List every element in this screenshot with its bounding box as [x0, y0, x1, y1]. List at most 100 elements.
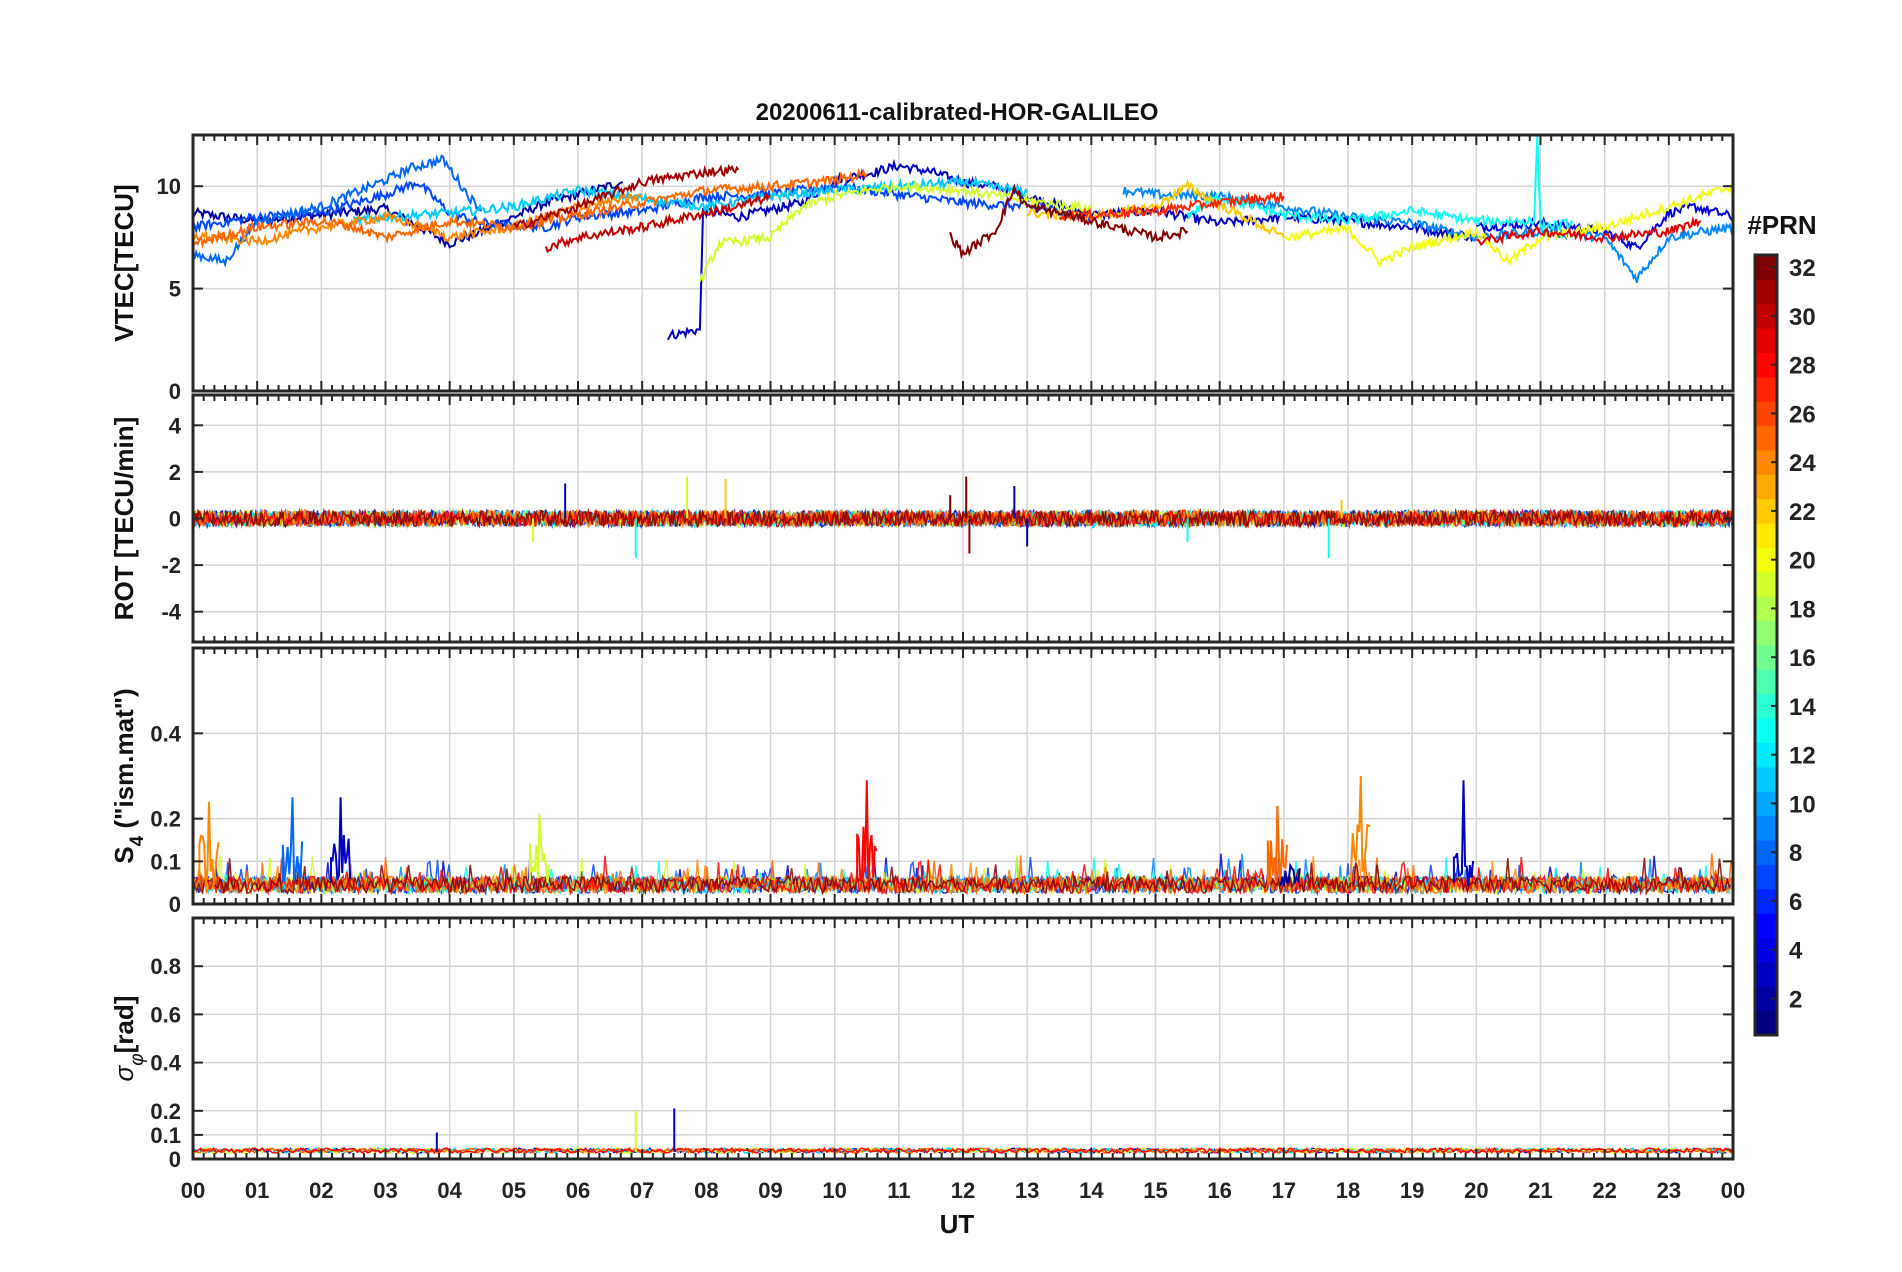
vtec-series-prn-27 — [1058, 191, 1285, 223]
ylabel-main: σ — [109, 1064, 139, 1081]
colorbar-segment — [1755, 303, 1777, 329]
x-tick-label: 15 — [1143, 1178, 1167, 1203]
y-tick-label: 5 — [169, 277, 181, 302]
colorbar-segment — [1755, 450, 1777, 475]
s4-peak — [1350, 775, 1371, 883]
colorbar-tick-label: 24 — [1789, 450, 1816, 477]
x-tick-label: 17 — [1272, 1178, 1296, 1203]
s4-baseline-prn-24 — [193, 853, 1732, 897]
ylabel-rest: ("ism.mat") — [109, 688, 139, 835]
x-tick-label: 12 — [951, 1178, 975, 1203]
x-tick-label: 03 — [373, 1178, 397, 1203]
x-tick-label: 10 — [822, 1178, 846, 1203]
colorbar-segment — [1755, 937, 1777, 963]
vtec-series-prn-9 — [1122, 186, 1733, 284]
rot-noise-prn-25 — [193, 507, 1733, 530]
y-tick-label: -2 — [161, 553, 181, 578]
x-tick-label: 00 — [1721, 1178, 1745, 1203]
colorbar-segment — [1755, 523, 1777, 548]
colorbar-tick-label: 32 — [1789, 255, 1816, 282]
y-tick-label: 0 — [169, 379, 181, 404]
colorbar-segment — [1755, 693, 1777, 719]
y-tick-label: 0 — [169, 1147, 181, 1172]
colorbar-segment — [1755, 498, 1777, 524]
x-tick-label: 08 — [694, 1178, 718, 1203]
vtec-series-prn-8 — [193, 154, 483, 269]
x-tick-label: 22 — [1592, 1178, 1616, 1203]
colorbar-tick-label: 22 — [1789, 499, 1816, 526]
s4-peak — [281, 797, 304, 883]
s4-peak — [1279, 862, 1301, 887]
vtec-series-prn-19 — [698, 179, 1093, 285]
ylabel-main: S — [109, 846, 139, 863]
y-tick-label: 0.2 — [150, 1099, 181, 1124]
colorbar-segment — [1755, 571, 1777, 597]
colorbar-segment — [1755, 669, 1777, 695]
x-tick-label: 00 — [181, 1178, 205, 1203]
x-tick-label: 20 — [1464, 1178, 1488, 1203]
y-tick-label: 0.2 — [150, 807, 181, 832]
s4-peak — [198, 801, 220, 888]
s4-peak — [856, 780, 878, 887]
colorbar-segment — [1755, 620, 1777, 646]
s4-peak — [1266, 805, 1288, 885]
x-tick-label: 06 — [566, 1178, 590, 1203]
vtec-series-prn-29 — [1476, 216, 1702, 247]
vtec-series-prn-13 — [1186, 135, 1574, 234]
colorbar-segment — [1755, 547, 1777, 573]
x-tick-label: 18 — [1336, 1178, 1360, 1203]
y-axis-label: σφ[rad] — [109, 996, 148, 1082]
y-tick-label: 4 — [169, 413, 182, 438]
y-tick-label: 0.4 — [150, 721, 181, 746]
y-tick-label: 0.1 — [150, 849, 181, 874]
s4-baseline-prn-32 — [193, 857, 1732, 897]
x-tick-label: 23 — [1657, 1178, 1681, 1203]
colorbar-tick-label: 10 — [1789, 791, 1816, 818]
chart-title: 20200611-calibrated-HOR-GALILEO — [756, 99, 1159, 126]
s4-peak — [329, 797, 352, 883]
colorbar-tick-label: 28 — [1789, 353, 1816, 380]
y-tick-label: -4 — [161, 600, 181, 625]
colorbar-segment — [1755, 352, 1777, 378]
s4-peak — [1452, 780, 1475, 887]
colorbar-tick-label: 16 — [1789, 645, 1816, 672]
colorbar-tick-label: 4 — [1789, 938, 1803, 965]
vtec-series-prn-32 — [949, 183, 1189, 260]
x-tick-label: 21 — [1528, 1178, 1552, 1203]
y-tick-label: 2 — [169, 460, 181, 485]
colorbar-segment — [1755, 766, 1777, 792]
colorbar-tick-label: 30 — [1789, 304, 1816, 331]
panel-3: 0 0.1 0.2 0.4S4 ("ism.mat") — [109, 646, 1735, 917]
panel-2: -4 -2 0 2 4 ROT [TECU/min] — [109, 393, 1735, 644]
colorbar-segment — [1755, 1010, 1777, 1036]
panel-data — [193, 775, 1732, 897]
s4-baseline-prn-28 — [193, 855, 1732, 896]
colorbar-title: #PRN — [1747, 210, 1816, 240]
y-tick-label: 0.8 — [150, 954, 181, 979]
y-axis-label: ROT [TECU/min] — [109, 417, 139, 621]
colorbar-segment — [1755, 986, 1777, 1012]
colorbar-segment — [1755, 718, 1777, 743]
y-tick-label: 0 — [169, 507, 181, 532]
colorbar-tick-label: 20 — [1789, 548, 1816, 575]
colorbar-segment — [1755, 596, 1777, 622]
colorbar-tick-label: 8 — [1789, 840, 1802, 867]
panel-4: 00.10.20.40.60.8σφ[rad] — [109, 916, 1735, 1172]
colorbar-frame — [1753, 253, 1779, 1037]
rot-noise-prn-19 — [193, 507, 1733, 530]
colorbar-segment — [1755, 913, 1777, 938]
colorbar-segment — [1755, 645, 1777, 670]
y-tick-label: 0 — [169, 892, 181, 917]
x-tick-label: 13 — [1015, 1178, 1039, 1203]
colorbar-segment — [1755, 255, 1777, 280]
colorbar-segment — [1755, 888, 1777, 914]
y-axis-label: S4 ("ism.mat") — [109, 688, 148, 863]
colorbar-tick-label: 14 — [1789, 694, 1816, 721]
colorbar-tick-label: 18 — [1789, 596, 1816, 623]
x-tick-label: 05 — [502, 1178, 526, 1203]
x-tick-label: 09 — [758, 1178, 782, 1203]
colorbar-segment — [1755, 425, 1777, 451]
